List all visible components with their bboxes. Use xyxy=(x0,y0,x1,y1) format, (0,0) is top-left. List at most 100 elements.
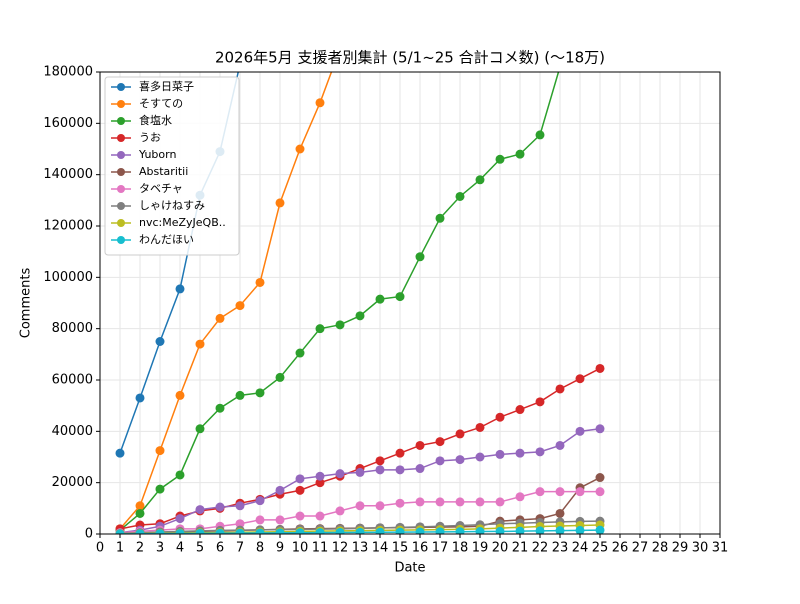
data-point xyxy=(555,384,565,394)
data-point xyxy=(195,505,205,515)
data-point xyxy=(475,175,485,185)
data-point xyxy=(515,492,525,502)
data-point xyxy=(435,527,445,534)
data-point xyxy=(375,501,385,511)
data-point xyxy=(195,528,205,534)
x-tick-label: 16 xyxy=(412,541,429,556)
data-point xyxy=(495,449,505,459)
legend-label: Yuborn xyxy=(138,148,176,161)
data-point xyxy=(435,456,445,466)
data-point xyxy=(175,514,185,524)
data-point xyxy=(455,527,465,534)
data-point xyxy=(595,424,605,434)
data-point xyxy=(315,511,325,521)
data-point xyxy=(475,452,485,462)
legend-marker xyxy=(117,202,125,210)
data-point xyxy=(195,424,205,434)
x-tick-label: 26 xyxy=(612,541,629,556)
x-tick-label: 1 xyxy=(116,541,124,556)
x-tick-label: 11 xyxy=(312,541,329,556)
data-point xyxy=(395,498,405,508)
data-point xyxy=(415,464,425,474)
data-point xyxy=(255,388,265,398)
legend-label: そすての xyxy=(139,97,183,110)
legend-marker xyxy=(117,100,125,108)
data-point xyxy=(535,526,545,534)
data-point xyxy=(555,487,565,497)
data-point xyxy=(255,515,265,525)
data-point xyxy=(335,469,345,479)
data-point xyxy=(375,527,385,534)
data-point xyxy=(435,213,445,223)
data-point xyxy=(355,501,365,511)
data-point xyxy=(235,301,245,311)
y-tick-label: 120000 xyxy=(43,219,93,234)
x-tick-label: 0 xyxy=(96,541,104,556)
x-tick-label: 4 xyxy=(176,541,184,556)
data-point xyxy=(295,474,305,484)
data-point xyxy=(555,440,565,450)
data-point xyxy=(235,501,245,511)
y-tick-label: 140000 xyxy=(43,167,93,182)
x-tick-label: 24 xyxy=(572,541,589,556)
data-point xyxy=(275,528,285,534)
data-point xyxy=(275,198,285,208)
legend-label: うお xyxy=(139,131,161,144)
y-tick-label: 20000 xyxy=(52,475,93,490)
x-tick-label: 3 xyxy=(156,541,164,556)
x-tick-label: 19 xyxy=(472,541,489,556)
data-point xyxy=(375,294,385,304)
data-point xyxy=(215,502,225,512)
legend-label: 喜多日菜子 xyxy=(139,79,194,93)
data-point xyxy=(575,525,585,534)
data-point xyxy=(295,144,305,154)
data-point xyxy=(255,528,265,534)
data-point xyxy=(395,292,405,302)
x-tick-label: 20 xyxy=(492,541,509,556)
y-tick-label: 40000 xyxy=(52,424,93,439)
data-point xyxy=(455,429,465,439)
legend-marker xyxy=(117,151,125,159)
data-point xyxy=(535,487,545,497)
data-point xyxy=(515,526,525,534)
x-tick-label: 25 xyxy=(592,541,609,556)
y-tick-label: 180000 xyxy=(43,65,93,80)
chart-title: 2026年5月 支援者別集計 (5/1~25 合計コメ数) (〜18万) xyxy=(215,49,605,67)
x-tick-label: 18 xyxy=(452,541,469,556)
x-tick-label: 28 xyxy=(652,541,669,556)
x-tick-label: 10 xyxy=(292,541,309,556)
y-tick-label: 80000 xyxy=(52,321,93,336)
data-point xyxy=(175,390,185,400)
data-point xyxy=(415,440,425,450)
data-point xyxy=(575,374,585,384)
data-point xyxy=(455,455,465,465)
data-point xyxy=(375,456,385,466)
data-point xyxy=(515,448,525,458)
legend-label: しゃけねすみ xyxy=(139,199,205,212)
legend-label: Abstaritii xyxy=(139,165,188,178)
data-point xyxy=(355,467,365,477)
legend-label: タベチャ xyxy=(139,182,183,195)
data-point xyxy=(455,191,465,201)
legend-marker xyxy=(117,168,125,176)
data-point xyxy=(155,529,165,534)
data-point xyxy=(495,497,505,507)
x-tick-label: 9 xyxy=(276,541,284,556)
data-point xyxy=(355,527,365,534)
data-point xyxy=(315,478,325,488)
data-point xyxy=(415,497,425,507)
data-point xyxy=(515,149,525,159)
legend-label: わんだほい xyxy=(139,233,194,246)
data-point xyxy=(535,130,545,140)
x-tick-label: 30 xyxy=(692,541,709,556)
data-point xyxy=(135,501,145,511)
data-point xyxy=(215,528,225,534)
data-point xyxy=(175,284,185,294)
data-point xyxy=(575,426,585,436)
legend-marker xyxy=(117,219,125,227)
data-point xyxy=(335,320,345,330)
data-point xyxy=(395,465,405,475)
x-tick-label: 12 xyxy=(332,541,349,556)
